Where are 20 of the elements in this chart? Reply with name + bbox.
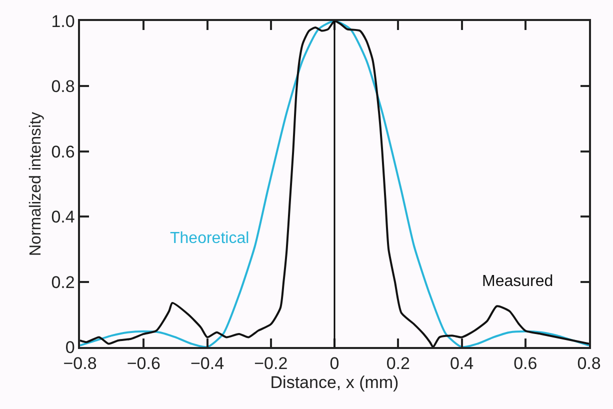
y-tick-label: 1.0 xyxy=(51,12,75,31)
x-tick-label: −0.6 xyxy=(126,354,160,374)
x-tick-label: −0.2 xyxy=(254,354,288,374)
x-axis-title: Distance, x (mm) xyxy=(270,373,399,392)
line-series xyxy=(80,21,589,347)
x-tick-label: 0 xyxy=(330,354,340,374)
y-axis-title: Normalized intensity xyxy=(28,112,45,256)
x-tick-label: −0.4 xyxy=(190,354,224,374)
x-tick-label: 0.4 xyxy=(450,354,474,374)
series-label: Theoretical xyxy=(170,230,250,247)
y-tick-label: 0.4 xyxy=(51,208,75,227)
y-tick-label: 0.6 xyxy=(51,142,75,162)
series-label: Measured xyxy=(482,273,554,290)
x-tick-label: 0.6 xyxy=(514,354,538,374)
x-tick-label: 0.2 xyxy=(386,354,410,374)
y-tick-label: 0 xyxy=(65,338,75,357)
x-tick-label: −0.8 xyxy=(63,354,97,374)
y-tick-label: 0.8 xyxy=(51,77,75,96)
x-tick-label: 0.8 xyxy=(577,354,601,374)
y-tick-label: 0.2 xyxy=(51,272,75,292)
